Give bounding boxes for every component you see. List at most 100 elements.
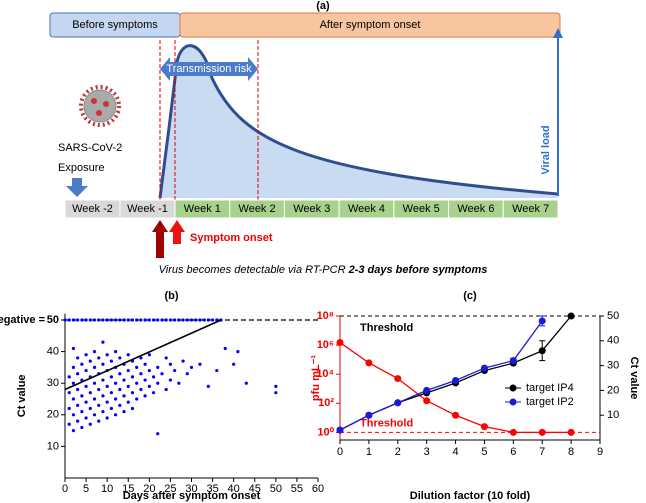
point (210, 318, 215, 322)
point (97, 419, 101, 423)
after-box (179, 12, 561, 38)
point (452, 411, 460, 419)
point (67, 406, 71, 411)
week-label: Week 6 (457, 203, 494, 215)
after-label: After symptom onset (320, 19, 421, 31)
x-tick-label: 30 (185, 483, 197, 495)
point (126, 384, 130, 388)
point (135, 318, 139, 322)
point (76, 419, 80, 423)
point (160, 372, 164, 376)
x-tick-label: 55 (291, 483, 303, 495)
point (97, 356, 101, 360)
point (139, 387, 143, 392)
point (336, 426, 344, 434)
point (480, 364, 488, 372)
point (173, 368, 177, 373)
point (80, 410, 84, 414)
point (177, 318, 181, 322)
point (151, 375, 156, 379)
trend-line (64, 319, 222, 391)
panel-title: (a) (316, 0, 330, 12)
x-tick-label: 1 (366, 446, 372, 458)
series-line (339, 320, 543, 431)
point (151, 391, 156, 395)
point (92, 318, 97, 322)
x-tick-label: 45 (249, 483, 261, 495)
point (101, 340, 105, 344)
point (130, 406, 135, 411)
point (147, 384, 151, 388)
point (135, 381, 139, 385)
point (92, 397, 97, 401)
x-tick-label: 3 (424, 446, 430, 458)
week-label: Week 1 (184, 203, 221, 215)
y-tick-label: 10⁰ (317, 426, 334, 438)
point (71, 318, 76, 322)
point (67, 391, 71, 395)
point (130, 375, 135, 379)
point (88, 318, 92, 322)
y2-tick-label: 50 (607, 310, 619, 322)
point (67, 318, 71, 322)
y2-tick-label: 20 (607, 384, 619, 396)
x-tick-label: 0 (62, 483, 68, 495)
y-tick-label: 10 (47, 440, 59, 452)
point (567, 428, 575, 436)
threshold-label: Threshold (360, 417, 413, 429)
y-tick-label: 30 (47, 377, 59, 389)
x-tick-label: 9 (597, 446, 603, 458)
point (198, 362, 202, 366)
x-tick-label: 5 (83, 483, 89, 495)
x-tick-label: 40 (228, 483, 240, 495)
point (244, 381, 248, 385)
point (189, 365, 194, 369)
point (232, 362, 236, 366)
point (105, 400, 109, 404)
point (97, 387, 101, 392)
point (71, 365, 76, 369)
panel-a: (a) Before symptoms After symptom onset … (49, 0, 563, 276)
point (126, 368, 130, 373)
point (109, 375, 113, 379)
y-axis-label: pfu mL⁻¹ (310, 355, 322, 401)
point (101, 378, 105, 382)
y-tick-label: 40 (47, 346, 59, 358)
viral-curve (158, 44, 559, 199)
annotation: Negative = (0, 314, 45, 326)
point (92, 381, 97, 385)
point (130, 318, 135, 322)
point (538, 317, 546, 325)
x-tick-label: 8 (568, 446, 574, 458)
point (143, 378, 147, 382)
point (114, 318, 118, 322)
onset-arrow (152, 220, 168, 258)
y-tick-label: 10² (318, 397, 334, 409)
point (202, 318, 206, 322)
legend-marker (509, 398, 517, 406)
point (109, 391, 113, 395)
point (126, 353, 130, 357)
point (118, 356, 122, 360)
x-tick-label: 5 (481, 446, 487, 458)
point (80, 425, 84, 430)
point (97, 318, 101, 322)
point (185, 372, 189, 376)
point (88, 391, 92, 395)
point (215, 368, 219, 373)
point (122, 378, 126, 382)
point (189, 318, 194, 322)
before-label: Before symptoms (72, 19, 158, 31)
point (452, 376, 460, 384)
point (168, 378, 173, 382)
point (71, 429, 76, 433)
x-tick-label: 35 (206, 483, 218, 495)
point (394, 399, 402, 407)
week-label: Week 7 (512, 203, 549, 215)
caption-text: Virus becomes detectable via RT-PCR (159, 264, 349, 276)
point (122, 394, 126, 398)
week-label: Week -1 (127, 203, 168, 215)
x-tick-label: 7 (539, 446, 545, 458)
point (84, 384, 88, 388)
point (206, 384, 210, 388)
